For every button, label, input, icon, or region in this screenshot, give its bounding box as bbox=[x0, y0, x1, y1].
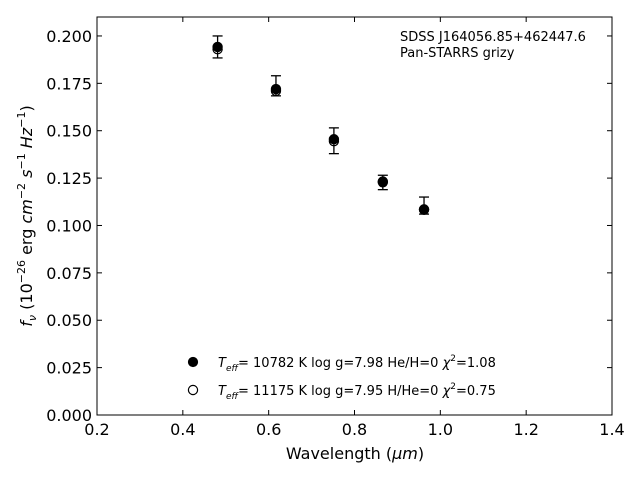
x-tick-label: 0.2 bbox=[84, 420, 109, 439]
model-point-open bbox=[270, 85, 282, 97]
model-point-open bbox=[212, 44, 223, 55]
model-point-filled bbox=[212, 41, 223, 53]
y-tick-label: 0.200 bbox=[46, 27, 92, 46]
y-tick-label: 0.150 bbox=[46, 122, 92, 141]
legend: Teff= 10782 K log g=7.98 He/H=0 χ2=1.08 … bbox=[187, 354, 496, 402]
data-markers bbox=[212, 41, 430, 215]
x-tick-label: 1.4 bbox=[599, 420, 624, 439]
y-axis-label: fν (10−26 erg cm−2 s−1 Hz−1) bbox=[15, 105, 39, 326]
error-bars bbox=[212, 35, 430, 215]
x-axis-label: Wavelength (μm) bbox=[286, 444, 424, 463]
x-tick-label: 0.6 bbox=[256, 420, 281, 439]
model-point-open bbox=[377, 177, 389, 188]
legend-entry-1: Teff= 10782 K log g=7.98 He/H=0 χ2=1.08 bbox=[218, 354, 496, 374]
legend-filled-marker bbox=[187, 356, 199, 368]
x-tick-label: 0.4 bbox=[170, 420, 195, 439]
model-point-open bbox=[418, 204, 430, 215]
annotation-object-name: SDSS J164056.85+462447.6 bbox=[400, 30, 586, 45]
x-tick-label: 0.8 bbox=[342, 420, 367, 439]
annotation-survey-name: Pan-STARRS grizy bbox=[400, 46, 515, 61]
x-tick-label: 1.0 bbox=[428, 420, 453, 439]
y-tick-label: 0.000 bbox=[46, 406, 92, 425]
y-tick-label: 0.100 bbox=[46, 216, 92, 235]
y-tick-label: 0.050 bbox=[46, 311, 92, 330]
x-tick-label: 1.2 bbox=[513, 420, 538, 439]
y-tick-label: 0.175 bbox=[46, 74, 92, 93]
y-tick-label: 0.075 bbox=[46, 264, 92, 283]
legend-entry-2: Teff= 11175 K log g=7.95 H/He=0 χ2=0.75 bbox=[218, 382, 496, 402]
axis-ticks: 0.2 0.4 0.6 0.8 1.0 1.2 1.4 0.000 0.025 0.050 0.07… bbox=[46, 17, 625, 439]
model-point-open bbox=[328, 135, 340, 147]
y-tick-label: 0.125 bbox=[46, 169, 92, 188]
y-tick-label: 0.025 bbox=[46, 359, 92, 378]
legend-open-marker bbox=[187, 384, 199, 396]
